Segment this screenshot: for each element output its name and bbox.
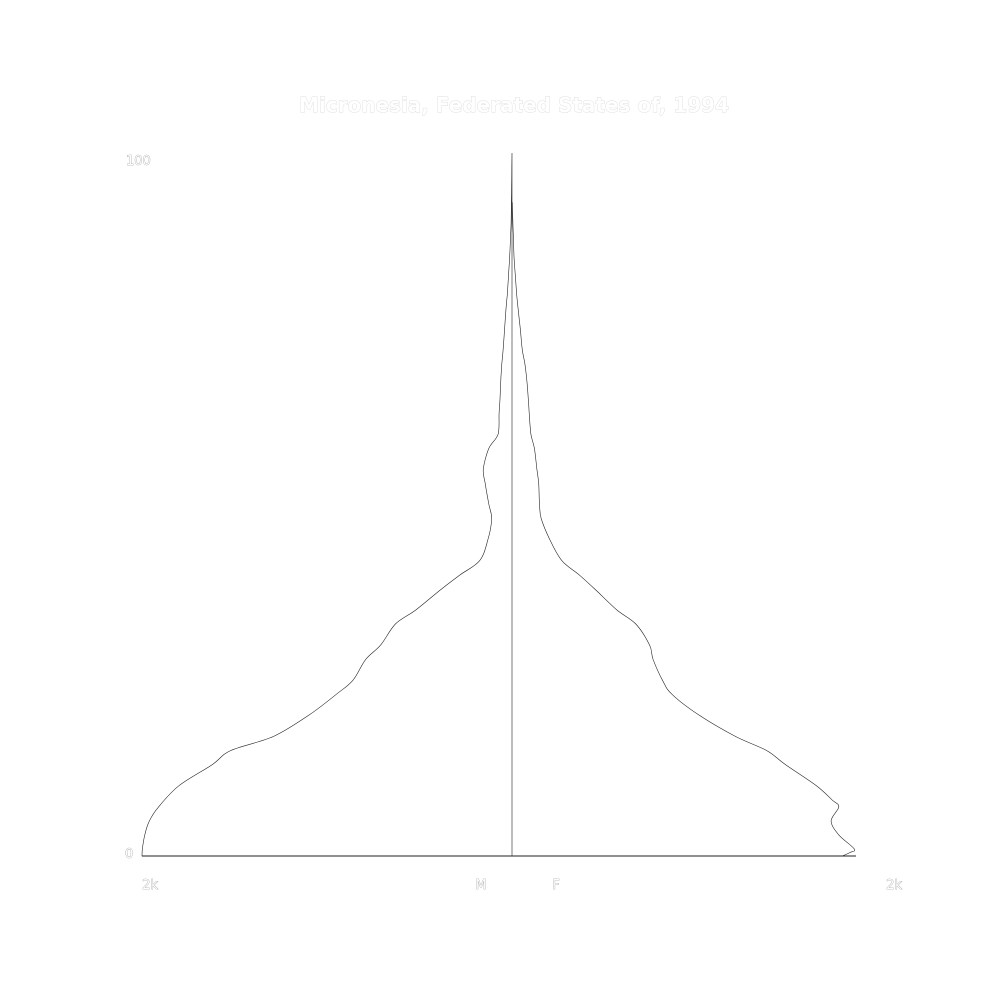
x-tick-label-left: 2k <box>142 878 158 893</box>
x-tick-label-right: 2k <box>886 878 902 893</box>
y-tick-label-max: 100 <box>126 154 151 169</box>
y-tick-label-min: 0 <box>125 847 133 862</box>
x-tick-label-female: F <box>552 878 559 893</box>
male-population-area <box>141 152 513 857</box>
chart-title: Micronesia, Federated States of, 1994 <box>299 93 729 117</box>
x-tick-label-male: M <box>475 878 486 893</box>
pyramid-areas <box>141 152 856 857</box>
female-population-area <box>512 202 856 857</box>
